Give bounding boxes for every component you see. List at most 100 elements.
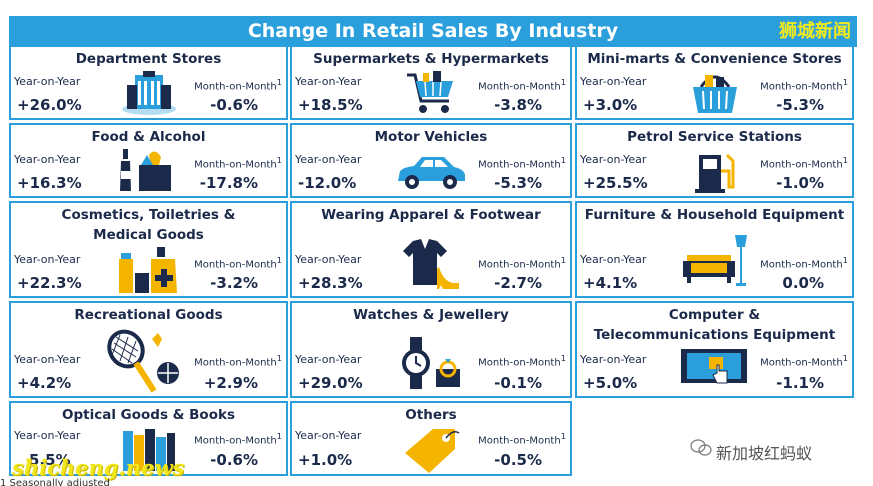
card-minimarts: Mini-marts & Convenience Stores Year-on-… <box>575 45 854 120</box>
yoy-label: Year-on-Year <box>295 253 362 266</box>
mom-value: 0.0% <box>782 274 824 292</box>
yoy-label: Year-on-Year <box>295 153 362 166</box>
card-title: Recreational Goods <box>74 307 223 323</box>
yoy-value: +1.0% <box>298 451 353 469</box>
card-supermarkets: Supermarkets & Hypermarkets Year-on-Year… <box>290 45 572 120</box>
yoy-label: Year-on-Year <box>295 429 362 442</box>
yoy-value: +25.5% <box>583 174 648 192</box>
yoy-value: +22.3% <box>17 274 82 292</box>
card-title: Computer & Telecommunications Equipment <box>593 307 836 343</box>
card-motor-vehicles: Motor Vehicles Year-on-Year Month-on-Mon… <box>290 123 572 198</box>
mom-label: Month-on-Month1 <box>194 431 282 447</box>
mom-label: Month-on-Month1 <box>194 155 282 171</box>
mom-value: +2.9% <box>203 374 258 392</box>
mom-value: -2.7% <box>494 274 542 292</box>
mom-label: Month-on-Month1 <box>760 353 848 369</box>
mom-value: -0.5% <box>494 451 542 469</box>
yoy-label: Year-on-Year <box>580 75 647 88</box>
yoy-label: Year-on-Year <box>14 253 81 266</box>
mom-label: Month-on-Month1 <box>478 431 566 447</box>
card-apparel: Wearing Apparel & Footwear Year-on-Year … <box>290 201 572 298</box>
yoy-value: +18.5% <box>298 96 363 114</box>
yoy-value: +4.2% <box>17 374 72 392</box>
site-watermark: shicheng.news <box>12 455 185 480</box>
mom-label: Month-on-Month1 <box>194 353 282 369</box>
yoy-label: Year-on-Year <box>14 353 81 366</box>
mom-value: -5.3% <box>776 96 824 114</box>
yoy-label: Year-on-Year <box>580 253 647 266</box>
card-title: Wearing Apparel & Footwear <box>321 207 541 223</box>
mom-label: Month-on-Month1 <box>760 255 848 271</box>
car-icon <box>398 157 465 189</box>
footnote: 1 Seasonally adjusted <box>0 478 110 486</box>
basket-icon <box>692 75 737 113</box>
yoy-label: Year-on-Year <box>14 153 81 166</box>
card-title: Food & Alcohol <box>91 129 206 145</box>
mom-label: Month-on-Month1 <box>478 77 566 93</box>
yoy-value: +28.3% <box>298 274 363 292</box>
card-title: Supermarkets & Hypermarkets <box>313 51 549 67</box>
card-watches: Watches & Jewellery Year-on-Year Month-o… <box>290 301 572 398</box>
yoy-value: +16.3% <box>17 174 82 192</box>
sofa-lamp-icon <box>682 235 747 286</box>
card-title: Department Stores <box>75 51 222 67</box>
card-title: Motor Vehicles <box>374 129 488 145</box>
page-title: Change In Retail Sales By Industry <box>247 20 619 42</box>
card-title: Optical Goods & Books <box>61 407 235 423</box>
card-computer-telecom: Computer & Telecommunications Equipment Y… <box>575 301 854 398</box>
yoy-label: Year-on-Year <box>295 353 362 366</box>
card-others: Others Year-on-Year Month-on-Month1 +1.0… <box>290 401 572 476</box>
mom-value: -1.1% <box>776 374 824 392</box>
yoy-value: +26.0% <box>17 96 82 114</box>
shopping-cart-icon <box>407 71 453 113</box>
yoy-label: Year-on-Year <box>580 153 647 166</box>
chat-bubble-icon <box>690 439 712 456</box>
mom-value: -0.1% <box>494 374 542 392</box>
card-cosmetics: Cosmetics, Toiletries & Medical Goods Yea… <box>9 201 288 298</box>
racket-icon <box>107 329 179 393</box>
card-food-alcohol: Food & Alcohol Year-on-Year Month-on-Mon… <box>9 123 288 198</box>
apparel-icon <box>403 239 459 289</box>
mom-value: -0.6% <box>210 451 258 469</box>
mom-value: -0.6% <box>210 96 258 114</box>
mom-value: -3.2% <box>210 274 258 292</box>
card-title: Furniture & Household Equipment <box>584 207 845 223</box>
yoy-label: Year-on-Year <box>295 75 362 88</box>
mall-icon <box>121 71 176 115</box>
header-banner: Change In Retail Sales By Industry 狮城新闻 <box>9 16 857 47</box>
mom-value: -3.8% <box>494 96 542 114</box>
mom-label: Month-on-Month1 <box>760 77 848 93</box>
card-title: Cosmetics, Toiletries & Medical Goods <box>61 207 236 243</box>
card-title: Mini-marts & Convenience Stores <box>587 51 842 67</box>
mom-label: Month-on-Month1 <box>194 255 282 271</box>
card-department-stores: Department Stores Year-on-Year Month-on-… <box>9 45 288 120</box>
yoy-value: +29.0% <box>298 374 363 392</box>
card-title: Watches & Jewellery <box>353 307 509 323</box>
books-icon <box>122 429 175 471</box>
price-tag-icon <box>405 429 460 473</box>
cosmetics-icon <box>118 247 177 293</box>
tablet-touch-icon <box>680 349 747 384</box>
yoy-value: -12.0% <box>298 174 357 192</box>
fuel-pump-icon <box>694 153 734 193</box>
mom-label: Month-on-Month1 <box>194 77 282 93</box>
yoy-value: +5.0% <box>583 374 638 392</box>
header-watermark: 狮城新闻 <box>779 21 851 42</box>
mom-label: Month-on-Month1 <box>478 255 566 271</box>
card-furniture: Furniture & Household Equipment Year-on-… <box>575 201 854 298</box>
yoy-label: Year-on-Year <box>14 429 81 442</box>
yoy-label: Year-on-Year <box>14 75 81 88</box>
card-optical-books: Optical Goods & Books Year-on-Year Month… <box>9 401 288 476</box>
card-petrol-stations: Petrol Service Stations Year-on-Year Mon… <box>575 123 854 198</box>
watch-ring-icon <box>402 337 460 389</box>
card-recreational: Recreational Goods Year-on-Year Month-on… <box>9 301 288 398</box>
mom-value: -5.3% <box>494 174 542 192</box>
mom-value: -17.8% <box>199 174 258 192</box>
mom-label: Month-on-Month1 <box>478 353 566 369</box>
yoy-value: +3.0% <box>583 96 638 114</box>
card-title: Others <box>405 407 457 423</box>
card-title: Petrol Service Stations <box>627 129 802 145</box>
mom-value: -1.0% <box>776 174 824 192</box>
yoy-value: +4.1% <box>583 274 638 292</box>
mom-label: Month-on-Month1 <box>760 155 848 171</box>
